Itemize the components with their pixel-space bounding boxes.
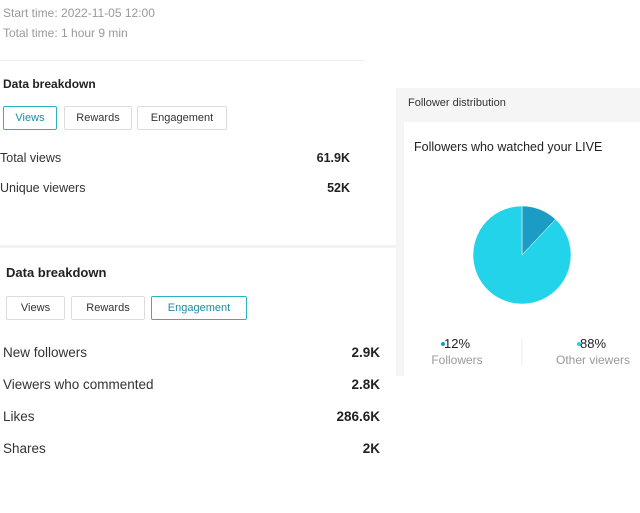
- row-label: Total views: [0, 151, 62, 165]
- tab[interactable]: Views: [6, 296, 65, 320]
- row-value: 2.9K: [351, 345, 380, 360]
- tab[interactable]: Engagement: [151, 296, 247, 320]
- total-time: Total time: 1 hour 9 min: [3, 26, 128, 40]
- legend-value: 12%: [444, 336, 470, 351]
- tab[interactable]: Views: [3, 106, 57, 130]
- row-value: 286.6K: [336, 409, 380, 424]
- separator: [0, 245, 396, 248]
- start-time: Start time: 2022-11-05 12:00: [3, 6, 155, 20]
- panel-title: Follower distribution: [408, 97, 506, 109]
- session-panel: [0, 0, 365, 61]
- row-label: Shares: [3, 441, 46, 456]
- pie-slice: [472, 205, 572, 305]
- row-value: 2K: [362, 441, 380, 456]
- row-label: Unique viewers: [0, 181, 86, 195]
- legend-label: Followers: [431, 353, 482, 367]
- tab[interactable]: Rewards: [71, 296, 145, 320]
- row-value: 52K: [327, 181, 350, 195]
- tab[interactable]: Engagement: [137, 106, 227, 130]
- row-label: Likes: [3, 409, 35, 424]
- legend-dot: [441, 342, 445, 346]
- section-title: Data breakdown: [6, 265, 107, 280]
- tab[interactable]: Rewards: [64, 106, 132, 130]
- legend-dot: [577, 342, 581, 346]
- row-label: New followers: [3, 345, 88, 360]
- section-title: Data breakdown: [3, 77, 96, 91]
- row-value: 2.8K: [351, 377, 380, 392]
- pie-chart: Follower distribution Followers who watch…: [408, 97, 630, 367]
- legend-value: 88%: [580, 336, 606, 351]
- row-value: 61.9K: [316, 151, 350, 165]
- chart-title: Followers who watched your LIVE: [414, 140, 602, 154]
- legend-label: Other viewers: [556, 353, 630, 367]
- row-label: Viewers who commented: [3, 377, 154, 392]
